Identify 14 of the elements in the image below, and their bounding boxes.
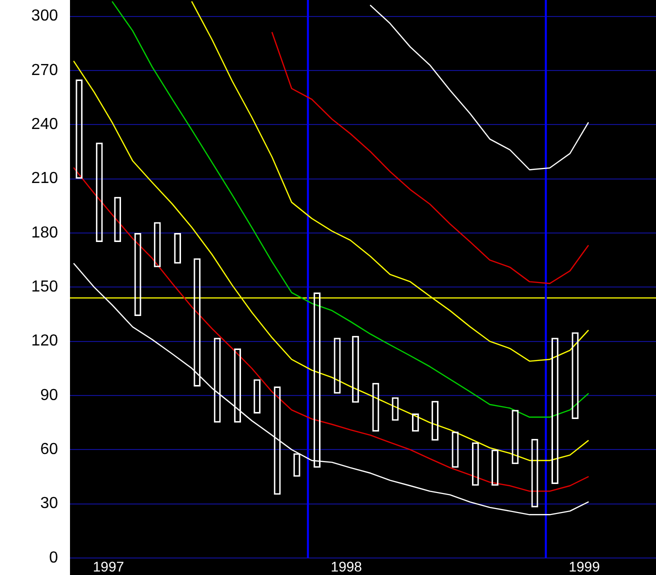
- y-tick-label: 0: [49, 549, 58, 566]
- y-tick-label: 180: [31, 224, 58, 242]
- y-tick-label: 120: [31, 332, 58, 350]
- x-tick-label: 1999: [568, 558, 600, 574]
- x-tick-label: 1997: [92, 558, 124, 574]
- y-tick-label: 210: [31, 170, 58, 188]
- y-tick-label: 270: [31, 62, 58, 79]
- y-tick-label: 240: [31, 116, 58, 134]
- y-tick-label: 150: [31, 278, 58, 296]
- y-tick-label: 300: [31, 8, 58, 25]
- y-tick-label: 30: [40, 495, 58, 512]
- y-tick-label: 90: [40, 386, 58, 404]
- y-tick-label: 60: [40, 441, 58, 458]
- x-tick-label: 1998: [330, 558, 362, 574]
